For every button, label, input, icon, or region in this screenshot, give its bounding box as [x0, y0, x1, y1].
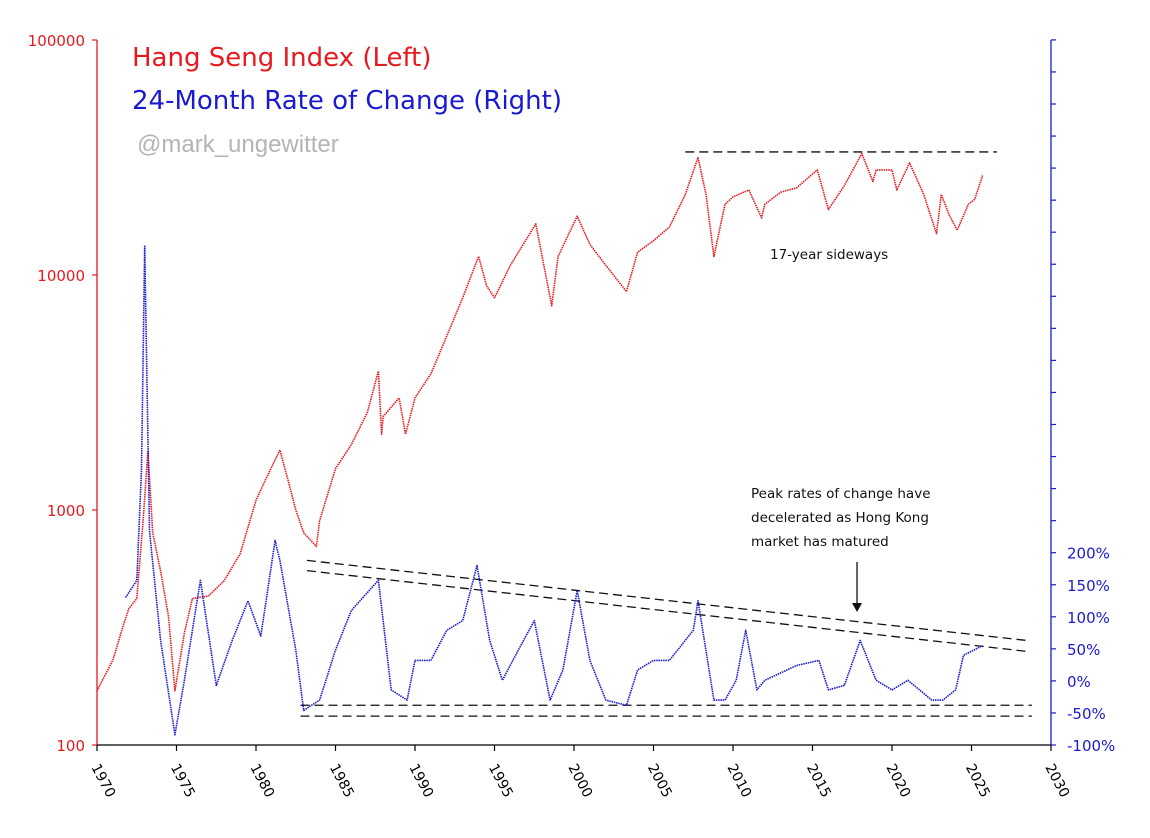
- right-axis-tick-label: 0%: [1067, 673, 1091, 691]
- legend-right-series: 24-Month Rate of Change (Right): [132, 86, 562, 116]
- x-axis-tick-label: 2005: [644, 761, 675, 800]
- x-axis-tick-label: 2030: [1041, 761, 1072, 800]
- x-axis-tick-label: 1995: [485, 761, 516, 800]
- dashed-reference-line: [306, 570, 1028, 653]
- right-axis-tick-label: 50%: [1067, 641, 1100, 659]
- dashed-reference-line: [306, 559, 1028, 642]
- left-axis-tick-label: 1000: [47, 502, 85, 520]
- legend-left-series: Hang Seng Index (Left): [132, 43, 432, 73]
- right-axis-tick-label: -100%: [1067, 737, 1115, 755]
- x-axis-tick-label: 1975: [167, 761, 198, 800]
- x-axis-tick-label: 1980: [246, 761, 277, 800]
- annotation-line-2: decelerated as Hong Kong: [751, 510, 929, 526]
- right-axis-tick-label: 150%: [1067, 577, 1110, 595]
- x-axis-tick-label: 2025: [962, 761, 993, 800]
- x-axis-tick-label: 2015: [803, 761, 834, 800]
- watermark: @mark_ungewitter: [137, 131, 339, 158]
- left-axis-tick-label: 10000: [37, 267, 85, 285]
- annotation-arrow-head: [852, 603, 863, 612]
- x-axis-tick-label: 2010: [723, 761, 754, 800]
- right-axis-tick-label: 100%: [1067, 609, 1110, 627]
- x-axis-tick-label: 2000: [564, 761, 595, 800]
- x-axis-tick-label: 2020: [882, 761, 913, 800]
- right-axis-tick-label: 200%: [1067, 545, 1110, 563]
- annotation-line-3: market has matured: [751, 534, 889, 550]
- annotation-sideways: 17-year sideways: [770, 247, 888, 263]
- hang-seng-index-line: [96, 152, 984, 692]
- right-axis-tick-label: -50%: [1067, 705, 1106, 723]
- left-axis-tick-label: 100: [56, 737, 85, 755]
- x-axis-tick-label: 1985: [326, 761, 357, 800]
- rate-of-change-line: [124, 245, 983, 736]
- x-axis-tick-label: 1970: [87, 761, 118, 800]
- annotation-line-1: Peak rates of change have: [751, 486, 931, 502]
- x-axis-tick-label: 1990: [405, 761, 436, 800]
- left-axis-tick-label: 100000: [28, 32, 85, 50]
